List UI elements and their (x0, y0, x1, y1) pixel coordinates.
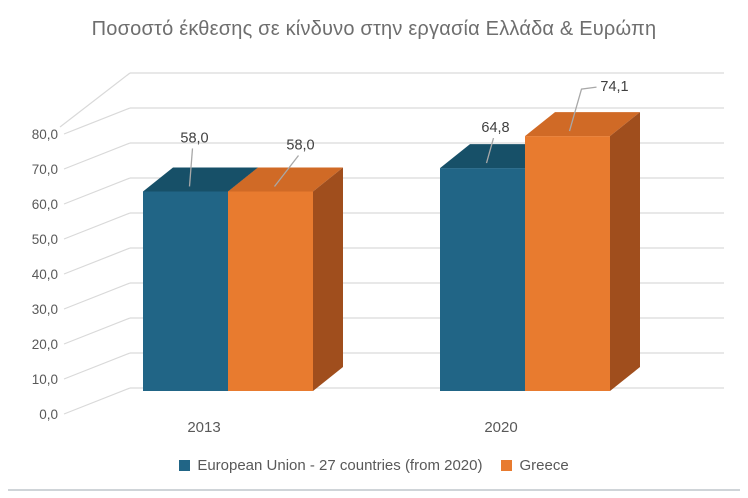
y-axis-tick-label: 80,0 (32, 127, 58, 142)
bar-2013-series2 (228, 167, 343, 391)
bar-side-face (313, 167, 343, 391)
bar-front-face (228, 191, 313, 391)
y-axis-tick-label: 10,0 (32, 372, 58, 387)
leader-line (485, 137, 495, 164)
y-axis-tick-label: 40,0 (32, 267, 58, 282)
bar-top-face (143, 167, 258, 192)
y-axis-tick-label: 60,0 (32, 197, 58, 212)
gridline-diagonal (63, 387, 131, 415)
y-axis-tick-label: 30,0 (32, 302, 58, 317)
bar-front-face (143, 191, 228, 391)
bar-2020-series2 (525, 112, 640, 391)
bar-front-face (525, 136, 610, 391)
legend-swatch-icon (501, 460, 513, 471)
legend-label: Greece (519, 457, 569, 474)
chart-legend: European Union - 27 countries (from 2020… (0, 457, 748, 474)
bar-top-face (525, 112, 640, 137)
y-axis-tick-label: 0,0 (39, 407, 58, 422)
bars (143, 112, 640, 391)
y-axis-tick-label: 70,0 (32, 162, 58, 177)
gridline-diagonal (63, 247, 131, 275)
legend-label: European Union - 27 countries (from 2020… (197, 457, 483, 474)
legend-item-eu: European Union - 27 countries (from 2020… (179, 457, 482, 474)
x-axis-tick-label: 2013 (187, 419, 220, 436)
y-axis-tick-label: 20,0 (32, 337, 58, 352)
legend-item-greece: Greece (501, 457, 569, 474)
x-axis-tick-label: 2020 (484, 419, 517, 436)
gridline-diagonal (63, 317, 131, 345)
leader-line (273, 155, 300, 187)
data-labels: 58,0 58,0 64,8 74,1 (180, 79, 629, 187)
bar-top-face (228, 167, 343, 192)
gridline-diagonal (63, 142, 131, 170)
bar-side-face (610, 112, 640, 391)
data-label: 58,0 (180, 130, 208, 146)
gridline-diagonal (63, 352, 131, 380)
gridline-diagonal (63, 107, 131, 135)
y-axis-tick-label: 50,0 (32, 232, 58, 247)
gridline-diagonal (63, 282, 131, 310)
gridline-diagonal (63, 212, 131, 240)
gridline-diagonal (63, 177, 131, 205)
bar-front-face (440, 168, 525, 391)
bottom-divider-line (8, 489, 740, 491)
legend-swatch-icon (179, 460, 191, 471)
data-label: 74,1 (600, 79, 628, 95)
chart-title: Ποσοστό έκθεσης σε κίνδυνο στην εργασία … (91, 18, 657, 40)
leader-line (188, 148, 194, 187)
leader-line (568, 86, 597, 132)
data-label: 58,0 (286, 137, 314, 153)
wall-top-edge (59, 72, 131, 128)
data-label: 64,8 (481, 120, 509, 136)
